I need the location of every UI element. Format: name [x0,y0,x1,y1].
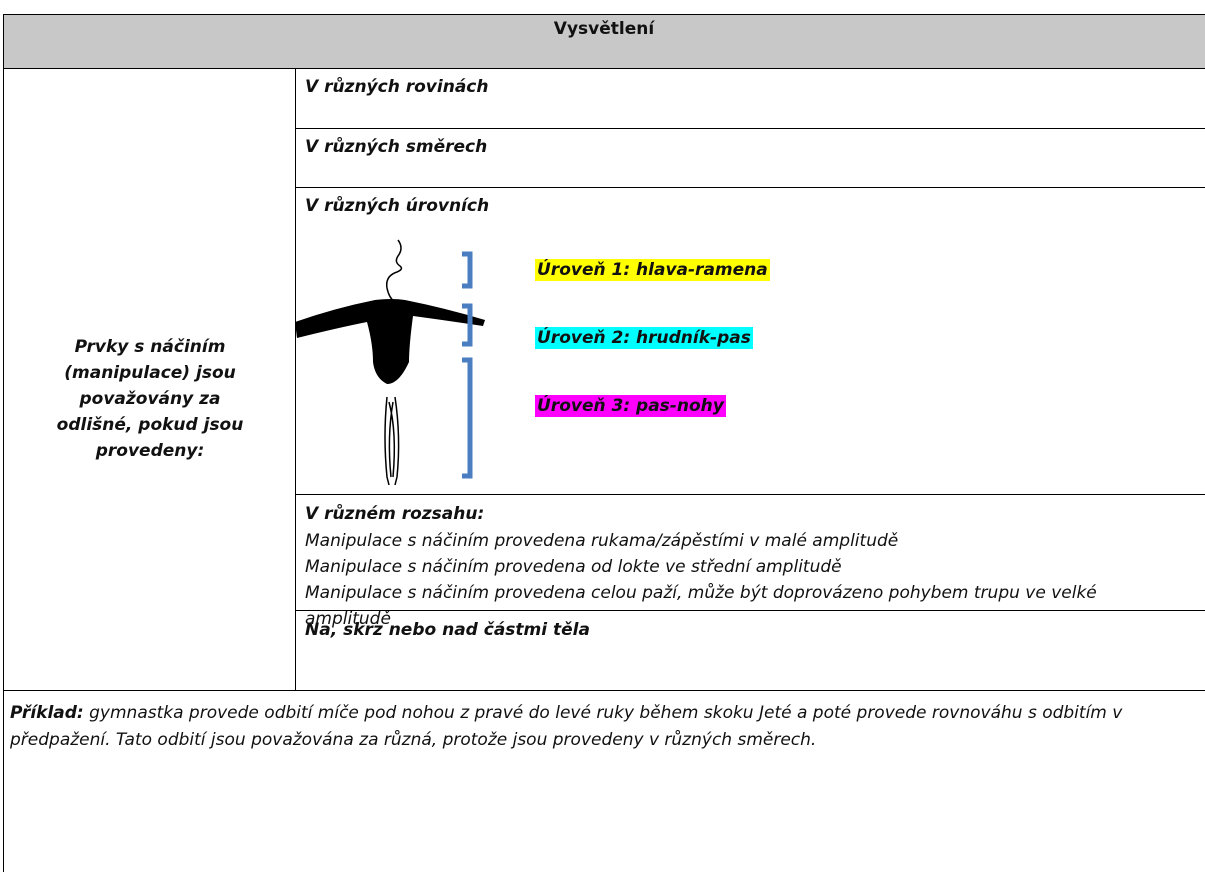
level-label: Úroveň 2: hrudník-pas [535,327,753,349]
gymnast-figure [295,239,485,486]
border [295,68,296,690]
level-label: Úroveň 3: pas-nohy [535,395,726,417]
item: Na, skrz nebo nad částmi těla [305,620,590,640]
header-title: Vysvětlení [553,19,655,39]
border [3,690,1205,691]
left-cell: Prvky s náčiním (manipulace) jsou považo… [56,337,244,461]
border [295,610,1205,611]
level-label: Úroveň 1: hlava-ramena [535,259,770,281]
header-row [3,14,1205,68]
border [295,128,1205,129]
border [3,14,4,872]
example: Příklad: gymnastka provede odbití míče p… [10,700,1198,754]
border [295,187,1205,188]
range-title: V různém rozsahu: [305,504,485,524]
range-line: Manipulace s náčiním provedena rukama/zá… [305,531,899,551]
item: V různých rovinách [305,77,489,97]
item: V různých směrech [305,137,488,157]
example-text: gymnastka provede odbití míče pod nohou … [10,703,1123,750]
border [295,494,1205,495]
range-line: Manipulace s náčiním provedena celou paž… [305,583,1097,629]
range-line: Manipulace s náčiním provedena od lokte … [305,557,842,577]
item: V různých úrovních [305,196,490,216]
example-label: Příklad: [10,703,84,723]
border [3,68,1205,69]
border [3,14,1205,15]
